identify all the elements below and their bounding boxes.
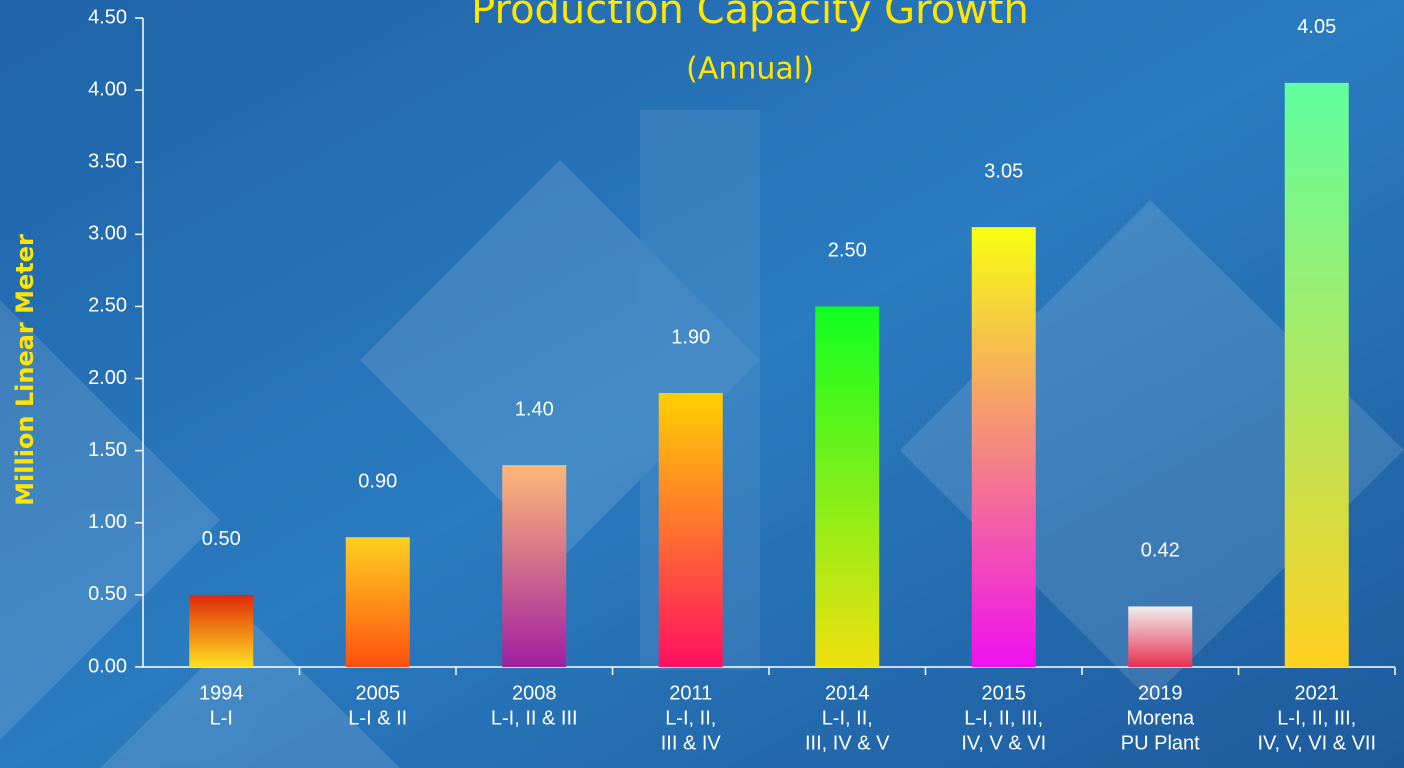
- value-label: 0.90: [358, 470, 397, 492]
- x-tick-label: III, IV & V: [805, 732, 890, 754]
- bar: [502, 465, 566, 667]
- x-tick-label: PU Plant: [1121, 732, 1200, 754]
- value-label: 0.42: [1141, 540, 1180, 562]
- bar: [659, 393, 723, 667]
- x-tick-label: Morena: [1126, 707, 1195, 729]
- bar: [1128, 606, 1192, 667]
- chart-title: Production Capacity Growth: [471, 0, 1029, 33]
- value-label: 2.50: [828, 240, 867, 262]
- x-tick-label: 2011: [669, 682, 712, 704]
- y-tick-label: 4.50: [88, 6, 127, 28]
- x-tick-label: L-I & II: [348, 707, 407, 729]
- x-tick-label: L-I, II & III: [491, 707, 578, 729]
- y-tick-label: 2.50: [88, 295, 127, 317]
- bar: [1285, 83, 1349, 667]
- y-tick-label: 1.00: [88, 511, 127, 533]
- bar: [346, 537, 410, 667]
- x-tick-label: L-I, II,: [822, 707, 873, 729]
- value-label: 0.50: [202, 528, 241, 550]
- x-tick-label: L-I: [210, 707, 233, 729]
- x-tick-label: L-I, II,: [665, 707, 716, 729]
- x-tick-label: 1994: [199, 682, 244, 704]
- chart-subtitle: (Annual): [686, 52, 814, 87]
- x-tick-label: IV, V, VI & VII: [1257, 732, 1376, 754]
- value-label: 4.05: [1297, 16, 1336, 38]
- value-label: 3.05: [984, 160, 1023, 182]
- x-tick-label: 2014: [825, 682, 870, 704]
- y-tick-label: 3.00: [88, 223, 127, 245]
- x-tick-label: 2015: [982, 682, 1027, 704]
- y-tick-label: 2.00: [88, 367, 127, 389]
- x-tick-label: III & IV: [661, 732, 722, 754]
- y-tick-label: 0.50: [88, 583, 127, 605]
- chart: Production Capacity Growth (Annual) Mill…: [0, 0, 1404, 768]
- y-axis-label: Million Linear Meter: [11, 234, 39, 506]
- y-tick-label: 4.00: [88, 78, 127, 100]
- x-tick-label: IV, V & VI: [961, 732, 1046, 754]
- value-label: 1.90: [671, 326, 710, 348]
- value-label: 1.40: [515, 398, 554, 420]
- x-tick-label: 2008: [512, 682, 557, 704]
- y-tick-label: 0.00: [88, 655, 127, 677]
- bar: [815, 306, 879, 667]
- bar: [189, 595, 253, 667]
- x-tick-label: L-I, II, III,: [964, 707, 1043, 729]
- x-tick-label: 2019: [1138, 682, 1183, 704]
- x-tick-label: L-I, II, III,: [1277, 707, 1356, 729]
- y-tick-label: 1.50: [88, 439, 127, 461]
- bar: [972, 227, 1036, 667]
- x-tick-label: 2005: [356, 682, 401, 704]
- x-tick-label: 2021: [1295, 682, 1340, 704]
- y-tick-label: 3.50: [88, 151, 127, 173]
